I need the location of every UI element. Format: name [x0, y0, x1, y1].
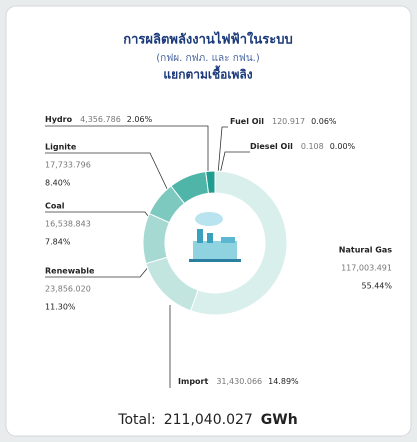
chart-subtitle: (กฟผ. กฟภ. และ กฟน.) — [156, 53, 260, 64]
icon-chimney — [197, 229, 203, 243]
category-name: Hydro — [45, 115, 73, 124]
infographic: การผลิตพลังงานไฟฟ้าในระบบ (กฟผ. กฟภ. และ… — [0, 0, 417, 442]
icon-cloud — [195, 212, 223, 226]
value-label: 16,538.843 — [45, 220, 91, 229]
value-label: 31,430.066 — [216, 377, 262, 386]
category-name: Import — [178, 377, 208, 386]
chart-title: การผลิตพลังงานไฟฟ้าในระบบ — [123, 31, 293, 48]
page: {"chart_data": {"type": "pie", "title": … — [0, 0, 417, 442]
value-label: 0.108 — [301, 142, 324, 151]
icon-roof — [221, 237, 235, 243]
share-label: 0.00% — [330, 142, 356, 151]
total-value: 211,040.027 — [164, 412, 253, 428]
category-name: Coal — [45, 202, 65, 211]
value-label: 120.917 — [272, 117, 305, 126]
icon-ground — [189, 259, 241, 262]
share-label: 55.44% — [361, 282, 392, 291]
chart-subtitle: แยกตามเชื้อเพลิง — [163, 65, 252, 82]
icon-chimney — [207, 233, 213, 243]
share-label: 14.89% — [268, 377, 299, 386]
slice-label: Import 31,430.066 14.89% — [178, 377, 299, 386]
value-label: 17,733.796 — [45, 161, 91, 170]
category-name: Renewable — [45, 267, 95, 276]
share-label: 7.84% — [45, 238, 71, 247]
category-name: Lignite — [45, 143, 77, 152]
icon-building — [193, 241, 237, 259]
slice-label: Diesel Oil 0.108 0.00% — [250, 142, 356, 151]
share-label: 8.40% — [45, 179, 71, 188]
total-prefix: Total: — [117, 412, 155, 428]
total-line: Total: 211,040.027 GWh — [117, 412, 297, 428]
slice-label: Fuel Oil 120.917 0.06% — [230, 117, 337, 126]
share-label: 2.06% — [127, 115, 153, 124]
category-name: Natural Gas — [339, 246, 392, 255]
share-label: 0.06% — [311, 117, 337, 126]
category-name: Fuel Oil — [230, 117, 264, 126]
total-unit: GWh — [261, 412, 298, 428]
slice-label: Hydro 4,356.786 2.06% — [45, 115, 153, 124]
value-label: 23,856.020 — [45, 285, 91, 294]
share-label: 11.30% — [45, 303, 76, 312]
category-name: Diesel Oil — [250, 142, 293, 151]
value-label: 117,003.491 — [341, 264, 392, 273]
value-label: 4,356.786 — [80, 115, 121, 124]
